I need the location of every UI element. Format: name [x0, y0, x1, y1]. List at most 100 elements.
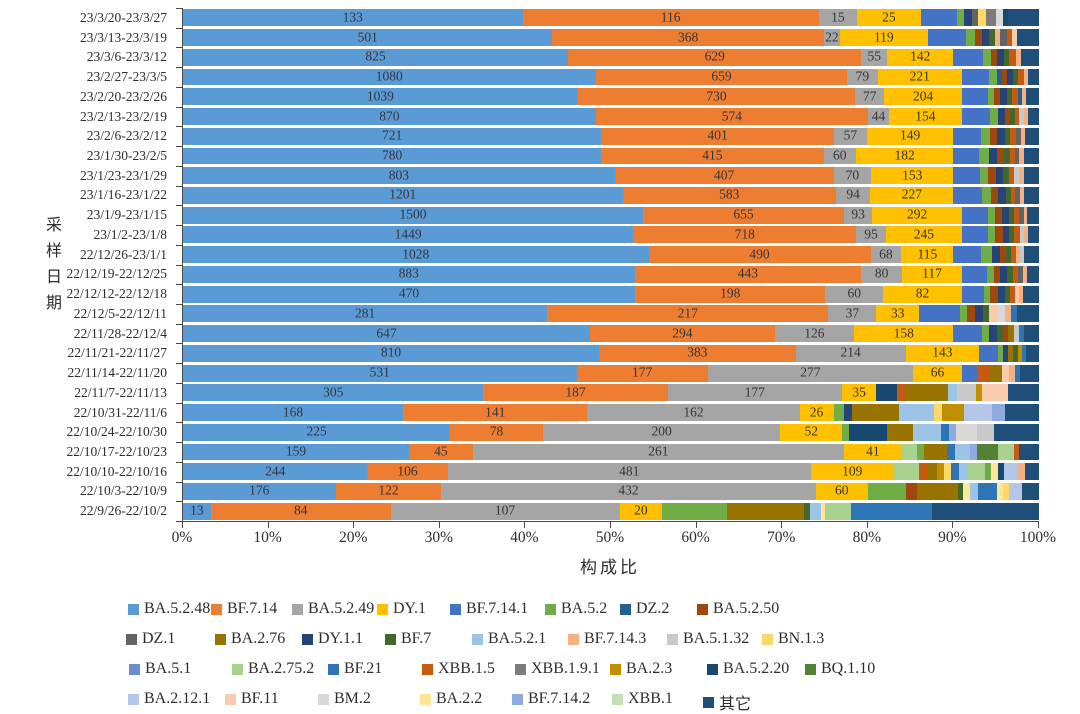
bar-segment: 94	[835, 187, 871, 204]
bar-segment	[1003, 167, 1009, 185]
bar-segment	[956, 9, 964, 27]
bar-segment	[1000, 88, 1008, 106]
bar-value-label: 583	[719, 186, 740, 202]
y-axis-tick	[176, 106, 182, 108]
bar-segment: 730	[577, 88, 856, 106]
bar-segment: 119	[839, 28, 928, 47]
bar-value-label: 20	[634, 502, 648, 518]
stacked-bar: 780 415 60 182	[183, 147, 1039, 165]
bar-value-label: 55	[867, 48, 882, 64]
bar-segment: 84	[210, 503, 391, 520]
bar-segment: 200	[542, 424, 781, 441]
bar-value-label: 825	[365, 48, 386, 64]
bar-row: 1500 655 93 292	[183, 205, 1039, 225]
bar-segment	[1027, 226, 1039, 244]
bar-segment	[984, 285, 991, 303]
bar-segment	[1009, 285, 1015, 303]
y-axis-tick	[176, 86, 182, 88]
bar-value-label: 66	[930, 364, 945, 380]
bar-value-label: 803	[388, 167, 409, 183]
bar-segment	[961, 108, 991, 125]
bar-segment	[937, 463, 944, 481]
bar-value-label: 810	[380, 344, 402, 360]
legend-swatch-icon	[697, 603, 708, 615]
bar-segment: 55	[861, 48, 888, 66]
y-axis-tick	[176, 501, 182, 503]
bar-segment	[1015, 48, 1021, 66]
bar-row: 501 368 22 119	[183, 28, 1039, 48]
bar-segment	[1008, 364, 1015, 382]
x-axis-tick	[353, 522, 355, 528]
y-category-label: 23/2/6-23/2/12	[86, 128, 167, 144]
bar-value-label: 407	[713, 167, 735, 183]
legend-label: BF.11	[241, 690, 279, 707]
bar-segment	[1007, 29, 1013, 47]
bar-segment: 225	[183, 424, 451, 441]
x-tick-label: 100%	[1019, 529, 1057, 546]
bar-row: 281 217 37 33	[183, 304, 1039, 324]
bar-segment	[956, 384, 976, 402]
bar-segment: 176	[183, 483, 336, 500]
stacked-bar: 531 177 277 66	[183, 364, 1039, 382]
bar-segment	[953, 147, 980, 165]
bar-segment	[961, 285, 985, 303]
x-tick-label: 70%	[766, 529, 796, 546]
bar-segment: 133	[183, 9, 523, 27]
x-tick-label: 20%	[338, 529, 368, 546]
bar-segment	[899, 404, 934, 421]
legend-swatch-icon	[128, 603, 139, 615]
bar-value-label: 119	[873, 28, 894, 44]
bar-row: 810 383 214 143	[183, 343, 1039, 363]
bar-segment	[1005, 187, 1011, 204]
bar-segment	[1008, 9, 1039, 27]
bar-segment	[975, 384, 983, 402]
legend-item: BQ.1.10	[805, 660, 875, 678]
bar-segment	[990, 127, 998, 145]
bar-value-label: 168	[282, 403, 304, 419]
bar-segment: 116	[522, 9, 819, 27]
legend-label: BF.21	[344, 660, 383, 677]
bar-segment	[997, 285, 1005, 303]
bar-segment	[1014, 187, 1021, 204]
bar-segment	[990, 364, 1003, 382]
bar-segment	[1019, 325, 1025, 343]
bar-value-label: 294	[672, 324, 693, 340]
legend-label: BA.2.76	[231, 630, 286, 647]
bar-segment	[1014, 226, 1021, 244]
bar-segment	[1014, 147, 1020, 165]
bar-segment	[980, 246, 992, 264]
bar-value-label: 143	[932, 344, 953, 360]
x-tick-label: 90%	[938, 529, 967, 546]
bar-value-label: 187	[565, 384, 586, 400]
bar-segment	[991, 404, 1005, 421]
bar-segment	[950, 463, 960, 481]
bar-segment	[1024, 226, 1028, 244]
legend-row: BA.5.1 BA.2.75.2 BF.21 XBB.1.5 XBB.1.9.1 BA.2…	[0, 660, 1080, 684]
bar-segment	[984, 463, 991, 481]
bar-segment: 718	[633, 226, 857, 244]
bar-value-label: 1039	[366, 88, 394, 104]
bar-segment: 126	[774, 325, 855, 343]
legend-label: BA.2.2	[436, 690, 483, 707]
bar-segment: 470	[183, 285, 635, 303]
bar-segment	[997, 443, 1015, 461]
bar-value-label: 281	[354, 305, 376, 321]
bar-segment	[1008, 48, 1016, 66]
legend-item: BF.11	[225, 690, 279, 708]
bar-segment: 37	[828, 305, 877, 323]
y-category-label: 22/9/26-22/10/2	[80, 503, 167, 519]
x-axis-tick	[524, 522, 526, 528]
x-tick-label: 30%	[424, 529, 453, 546]
bar-segment	[1002, 9, 1009, 27]
y-axis-tick	[176, 422, 182, 424]
bar-segment: 368	[552, 29, 824, 47]
bar-segment	[1020, 127, 1026, 145]
bar-value-label: 176	[249, 482, 270, 498]
bar-segment: 227	[870, 187, 954, 204]
legend-item: BF.7.14.1	[450, 600, 528, 618]
bar-segment	[824, 502, 851, 520]
bar-segment: 68	[870, 246, 902, 264]
bar-segment	[1008, 167, 1015, 185]
bar-segment	[1026, 344, 1039, 362]
bar-value-label: 52	[804, 423, 818, 439]
